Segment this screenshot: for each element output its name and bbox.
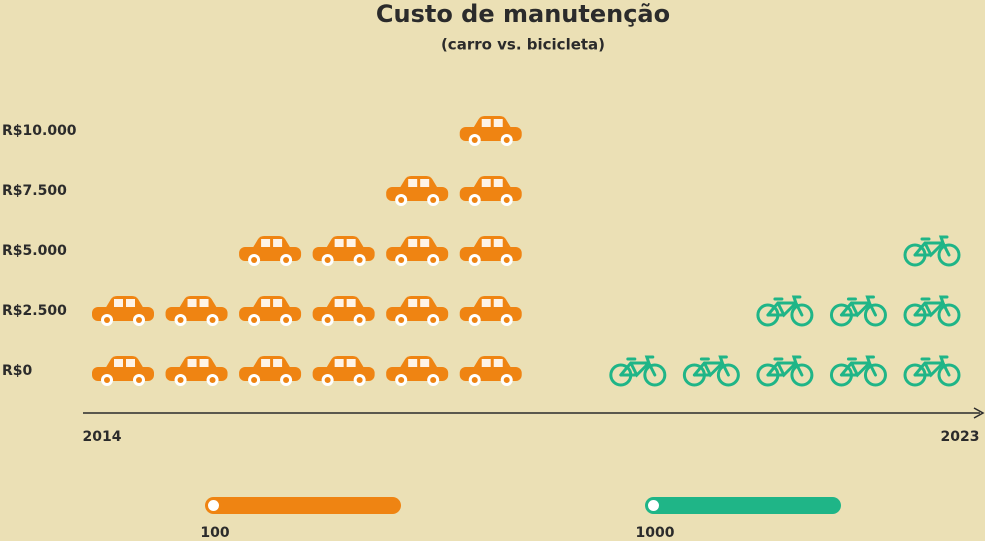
car-icon — [92, 356, 154, 386]
chart-title: Custo de manutenção — [376, 0, 670, 28]
bike-icon — [829, 355, 887, 387]
car-icon — [312, 236, 375, 266]
car-icon — [386, 236, 449, 266]
car-icon — [239, 296, 302, 326]
slider-legend: 100 1000 — [200, 497, 841, 541]
bike-icon-partial — [535, 371, 593, 387]
car-column — [386, 134, 449, 386]
bike-icon — [682, 355, 740, 387]
car-icon — [386, 176, 449, 206]
slider-knob — [648, 500, 659, 511]
bike-icon — [903, 355, 961, 387]
y-tick-label: R$0 — [2, 363, 33, 379]
car-icon — [459, 236, 522, 266]
car-icon-partial — [386, 134, 449, 146]
bike-icon — [903, 295, 961, 327]
car-icon — [459, 356, 522, 386]
car-column — [459, 116, 522, 386]
bike-column — [756, 295, 814, 387]
car-icon — [386, 356, 449, 386]
bike-icon — [903, 235, 961, 267]
bike-column — [829, 251, 887, 387]
bike-icon — [756, 295, 814, 327]
car-icon — [459, 176, 522, 206]
slider-knob — [208, 500, 219, 511]
car-column — [165, 254, 228, 386]
car-icon — [165, 356, 228, 386]
y-tick-label: R$2.500 — [2, 303, 67, 319]
bike-column — [535, 371, 593, 387]
car-icon-partial — [165, 254, 228, 266]
car-column — [239, 236, 302, 386]
car-icon — [92, 296, 154, 326]
car-column — [92, 296, 154, 386]
car-icon — [165, 296, 228, 326]
car-icon — [312, 296, 375, 326]
chart-subtitle: (carro vs. bicicleta) — [441, 36, 605, 54]
bike-column — [682, 311, 740, 387]
y-tick-label: R$10.000 — [2, 123, 77, 139]
car-icon — [312, 356, 375, 386]
car-icon — [239, 356, 302, 386]
bike-column — [903, 235, 961, 387]
car-icon — [239, 236, 302, 266]
slider-track — [645, 497, 841, 514]
car-icon — [386, 296, 449, 326]
bike-icon — [756, 355, 814, 387]
slider-track — [205, 497, 401, 514]
axis-arrow — [973, 407, 985, 419]
x-tick-label: 2014 — [83, 429, 122, 445]
bike-icon — [829, 295, 887, 327]
slider-label: 100 — [200, 525, 229, 541]
y-tick-label: R$5.000 — [2, 243, 67, 259]
slider-label: 1000 — [636, 525, 675, 541]
x-tick-label: 2023 — [941, 429, 980, 445]
bike-column — [609, 355, 667, 387]
car-column — [312, 194, 375, 386]
car-icon — [459, 116, 522, 146]
bike-icon — [609, 355, 667, 387]
y-tick-label: R$7.500 — [2, 183, 67, 199]
bike-icon-partial — [682, 311, 740, 327]
bike-icon-partial — [829, 251, 887, 267]
car-icon — [459, 296, 522, 326]
car-icon-partial — [312, 194, 375, 206]
